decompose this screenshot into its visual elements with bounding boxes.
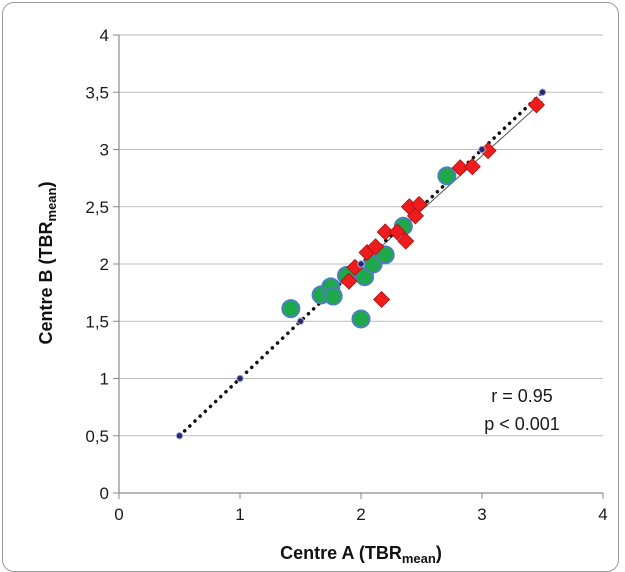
grid-lines [119, 34, 603, 437]
x-tick-label: 4 [598, 505, 607, 524]
data-points [175, 88, 547, 440]
diamond-point [373, 290, 391, 309]
diamond-point [340, 272, 358, 290]
y-tick-label: 1 [100, 370, 109, 389]
y-tick-label: 4 [100, 26, 109, 45]
y-tick-label: 0,5 [85, 427, 109, 446]
circle-point [281, 299, 301, 319]
identity-dot [357, 260, 365, 268]
axes [113, 34, 604, 499]
identity-dot [478, 145, 486, 154]
circle-point [437, 166, 457, 186]
y-tick-label: 3,5 [85, 83, 109, 102]
x-tick-label: 3 [477, 505, 486, 524]
identity-dot [236, 374, 244, 383]
y-tick-label: 2 [100, 255, 109, 274]
x-axis-title: Centre A (TBRmean) [280, 543, 442, 565]
y-tick-label: 2,5 [85, 198, 109, 217]
y-tick-label: 1,5 [85, 312, 109, 331]
x-tick-label: 1 [235, 505, 244, 524]
tick-labels: 0 0,5 1 1,5 2 2,5 3 3,5 4 0 1 2 3 4 [85, 26, 607, 524]
y-axis-title: Centre B (TBRmean) [36, 182, 59, 345]
y-tick-label: 3 [100, 141, 109, 160]
identity-dot [296, 317, 305, 325]
identity-dot [175, 432, 184, 440]
correlation-annotation: r = 0.95 [491, 386, 553, 406]
y-tick-label: 0 [100, 484, 109, 503]
diamond-point [376, 223, 394, 241]
x-tick-label: 2 [356, 505, 365, 524]
identity-dot [538, 88, 547, 96]
diamond-point [388, 223, 406, 241]
diamond-point [463, 158, 481, 176]
circle-point [375, 245, 395, 265]
diamond-point [397, 232, 415, 250]
circle-point [323, 286, 343, 306]
diamond-point [366, 238, 385, 256]
diamond-point [410, 195, 428, 214]
diamond-point [527, 96, 546, 114]
circle-point [351, 309, 371, 329]
x-tick-label: 0 [114, 505, 123, 524]
p-value-annotation: p < 0.001 [484, 414, 560, 434]
